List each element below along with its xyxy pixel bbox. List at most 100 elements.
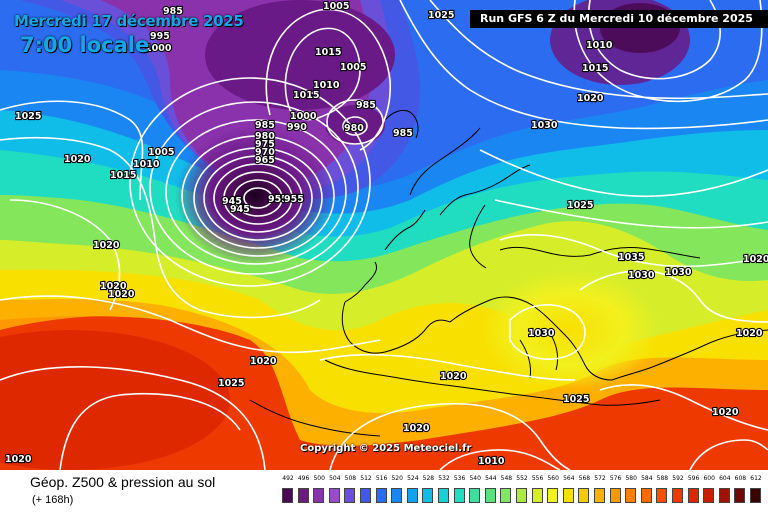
legend-tick-label: 500: [313, 475, 325, 482]
model-run-label: Run GFS 6 Z du Mercredi 10 décembre 2025: [470, 10, 768, 28]
isobar-label: 1025: [218, 378, 244, 389]
legend-swatch: [672, 488, 683, 503]
isobar-label: 985: [356, 100, 376, 111]
legend-tick-label: 556: [531, 475, 544, 482]
legend-swatch: [344, 488, 356, 503]
isobar-label: 1020: [250, 356, 277, 367]
legend-tick-label: 544: [485, 475, 497, 482]
legend-swatch: [718, 488, 730, 503]
isobar-label: 1020: [93, 240, 120, 251]
legend-swatch: [734, 488, 746, 503]
isobar-label: 1000: [145, 43, 172, 54]
legend-tick-label: 588: [656, 475, 669, 482]
isobar-label: 995: [150, 31, 170, 42]
legend-swatch: [422, 488, 434, 503]
legend-tick-label: 564: [563, 475, 575, 482]
legend-tick-label: 552: [516, 475, 528, 482]
isobar-label: 1015: [293, 90, 319, 101]
forecast-map: 985 1005 1025 995 1000 1015 1005 1010 10…: [0, 0, 768, 470]
isobar-label: 1025: [428, 10, 454, 21]
legend-swatch: [531, 488, 543, 503]
legend-tick-label: 612: [750, 475, 762, 482]
coastlines: [249, 109, 768, 437]
isobar-label: 1030: [528, 328, 555, 339]
legend-swatch: [640, 488, 652, 503]
legend-swatch: [360, 488, 371, 503]
legend-tick-label: 540: [469, 475, 481, 482]
isobar-label: 1030: [665, 267, 692, 278]
isobar-label: 1030: [531, 120, 558, 131]
isobar-label: 1020: [736, 328, 763, 339]
legend-tick-label: 492: [282, 475, 294, 482]
legend-tick-label: 524: [407, 475, 419, 482]
isobar-label: 1030: [628, 270, 655, 281]
isobar-label: 980: [255, 131, 275, 142]
legend-tick-label: 568: [578, 475, 591, 482]
legend-tick-label: 596: [687, 475, 700, 482]
isobar-label: 1025: [567, 200, 593, 211]
legend-tick-label: 504: [329, 475, 341, 482]
isobar-label: 1020: [440, 371, 467, 382]
isobar-label: 1015: [582, 63, 608, 74]
isobar-label: 1005: [148, 147, 174, 158]
isobar-label: 1020: [108, 289, 135, 300]
isobar-label: 1010: [478, 456, 505, 467]
isobar-label: 1025: [15, 111, 41, 122]
legend-tick-label: 532: [438, 475, 450, 482]
isobar-label: 985: [255, 120, 275, 131]
legend-swatch: [313, 488, 325, 503]
isobar-label: 980: [344, 123, 364, 134]
isobar-label: 1010: [133, 159, 160, 170]
isobar-label: 970: [255, 147, 275, 158]
legend-swatch: [656, 488, 668, 503]
legend-swatch: [625, 488, 637, 503]
isobar-label: 990: [287, 122, 307, 133]
legend-swatch: [578, 488, 590, 503]
legend-swatch: [484, 488, 496, 503]
isobar-label: 965: [255, 155, 275, 166]
legend-tick-label: 536: [453, 475, 466, 482]
copyright-notice: Copyright © 2025 Meteociel.fr: [300, 443, 472, 454]
legend-tick-label: 580: [625, 475, 637, 482]
legend-tick-label: 572: [594, 475, 606, 482]
legend-tick-label: 528: [422, 475, 435, 482]
isobar-label: 975: [255, 139, 275, 150]
legend-swatch: [594, 488, 605, 503]
legend-tick-label: 496: [297, 475, 310, 482]
map-title: Géop. Z500 & pression au sol: [30, 474, 216, 490]
legend-tick-label: 592: [672, 475, 684, 482]
legend-tick-label: 560: [547, 475, 559, 482]
legend-swatch: [687, 488, 699, 503]
isobar-label: 1020: [743, 254, 768, 265]
isobar-label: 985: [393, 128, 413, 139]
isobar-label: 1025: [563, 394, 589, 405]
legend-swatch: [500, 488, 512, 503]
legend-swatch: [703, 488, 715, 503]
legend-swatch: [282, 488, 293, 503]
isobar-labels: 985 1005 1025 995 1000 1015 1005 1010 10…: [4, 0, 768, 468]
isobar-label: 955: [268, 194, 288, 205]
isobar-label: 1035: [618, 252, 644, 263]
legend-swatch: [750, 488, 761, 503]
isobar-label: 1000: [290, 111, 317, 122]
legend-tick-label: 548: [500, 475, 513, 482]
legend-tick-label: 576: [609, 475, 622, 482]
isobar-label: 945: [230, 204, 250, 215]
isobar-label: 985: [163, 6, 183, 17]
legend-swatch: [297, 488, 309, 503]
legend-swatch: [328, 488, 340, 503]
legend-tick-label: 508: [344, 475, 357, 482]
legend-tick-label: 512: [360, 475, 372, 482]
legend-tick-label: 520: [391, 475, 403, 482]
forecast-lead-time: (+ 168h): [32, 494, 74, 506]
legend-swatch: [391, 488, 403, 503]
legend-tick-label: 516: [375, 475, 388, 482]
legend-swatch: [375, 488, 387, 503]
legend-swatch: [609, 488, 621, 503]
legend-tick-label: 600: [703, 475, 715, 482]
isobar-label: 1020: [577, 93, 604, 104]
isobar-label: 1020: [64, 154, 91, 165]
isobar-label: 1020: [100, 281, 127, 292]
isobars: [0, 0, 768, 470]
legend-swatch: [453, 488, 465, 503]
